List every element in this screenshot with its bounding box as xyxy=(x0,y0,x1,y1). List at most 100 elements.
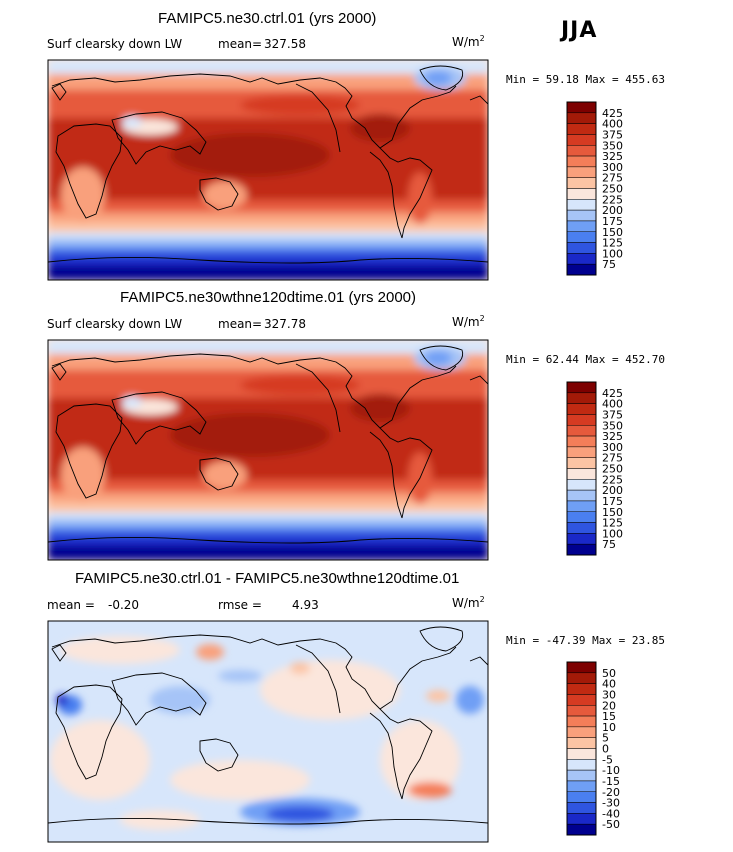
colorbar-tick-label: 300 xyxy=(602,441,623,454)
colorbar-tick-label: -10 xyxy=(602,764,620,777)
colorbar-segment xyxy=(566,705,597,717)
colorbar-tick-label: 150 xyxy=(602,226,623,239)
colorbar-segment xyxy=(566,533,597,545)
colorbar-tick-label: -50 xyxy=(602,818,620,831)
colorbar-segment xyxy=(566,769,597,782)
colorbar-segment xyxy=(566,457,597,469)
colorbar-segment xyxy=(566,199,597,211)
colorbar-segment xyxy=(566,759,597,771)
colorbar-tick-label: 250 xyxy=(602,463,623,476)
panel-3-rmse-label: rmse = xyxy=(218,598,262,612)
colorbar-segment xyxy=(566,145,597,157)
colorbar-tick-label: 175 xyxy=(602,495,623,508)
colorbar-segment xyxy=(566,543,597,556)
colorbar-segment xyxy=(566,414,597,426)
panel-3-title: FAMIPC5.ne30.ctrl.01 - FAMIPC5.ne30wthne… xyxy=(75,570,460,587)
colorbar-segment xyxy=(566,468,597,480)
panel-3-units-base: W/m xyxy=(452,596,480,610)
colorbar-tick-label: 325 xyxy=(602,150,623,163)
colorbar-tick-label: -40 xyxy=(602,807,620,820)
panel-1-units: W/m2 xyxy=(452,34,485,49)
panel-3-units-sup: 2 xyxy=(479,595,485,604)
colorbar-segment xyxy=(566,500,597,512)
colorbar-frame xyxy=(566,101,597,276)
colorbar-tick-label: 425 xyxy=(602,107,623,120)
colorbar-tick-label: -20 xyxy=(602,786,620,799)
panel-3-mean-label: mean = xyxy=(47,598,95,612)
colorbar-segment xyxy=(566,101,597,114)
colorbar-segment xyxy=(566,134,597,146)
panel-1-mean-label: mean= xyxy=(218,37,263,51)
colorbar-segment xyxy=(566,802,597,814)
panel-2-units-base: W/m xyxy=(452,315,480,329)
colorbar-segment xyxy=(566,123,597,135)
colorbar-segment xyxy=(566,522,597,534)
panel-2-units-sup: 2 xyxy=(479,314,485,323)
panel-1-mean-value: 327.58 xyxy=(264,37,306,51)
colorbar-tick-label: 200 xyxy=(602,204,623,217)
panel-1-title: FAMIPC5.ne30.ctrl.01 (yrs 2000) xyxy=(158,10,377,27)
colorbar-tick-label: 350 xyxy=(602,419,623,432)
colorbar-tick-label: 250 xyxy=(602,183,623,196)
colorbar-segment xyxy=(566,155,597,168)
panel-2-minmax: Min = 62.44 Max = 452.70 xyxy=(506,353,665,366)
panel-3-mean-value: -0.20 xyxy=(108,598,140,612)
colorbar-tick-label: 300 xyxy=(602,161,623,174)
colorbar-tick-label: 400 xyxy=(602,398,623,411)
colorbar-tick-label: 425 xyxy=(602,387,623,400)
colorbar-segment xyxy=(566,263,597,276)
colorbar-tick-label: 125 xyxy=(602,237,623,250)
colorbar-segment xyxy=(566,435,597,448)
colorbar-segment xyxy=(566,672,597,684)
colorbar-segment xyxy=(566,177,597,189)
colorbar-segment xyxy=(566,661,597,674)
panel-2-title: FAMIPC5.ne30wthne120dtime.01 (yrs 2000) xyxy=(120,289,416,306)
panel-3-frame xyxy=(47,620,489,843)
colorbar-tick-label: 0 xyxy=(602,743,609,756)
panel-1-units-base: W/m xyxy=(452,35,480,49)
season-label: JJA xyxy=(561,18,598,43)
panel-1-minmax: Min = 59.18 Max = 455.63 xyxy=(506,73,665,86)
panel-2-frame xyxy=(47,339,489,561)
colorbar-tick-label: 15 xyxy=(602,710,616,723)
colorbar-segment xyxy=(566,188,597,200)
colorbar-segment xyxy=(566,425,597,437)
colorbar-frame xyxy=(566,661,597,836)
colorbar-tick-label: 325 xyxy=(602,430,623,443)
panel-3-minmax: Min = -47.39 Max = 23.85 xyxy=(506,634,665,647)
colorbar-tick-label: 40 xyxy=(602,678,616,691)
colorbar-tick-label: 30 xyxy=(602,688,616,701)
colorbar-tick-label: -15 xyxy=(602,775,620,788)
colorbar-tick-label: 100 xyxy=(602,247,623,260)
colorbar-tick-label: -30 xyxy=(602,797,620,810)
colorbar-tick-label: 125 xyxy=(602,517,623,530)
colorbar-tick-label: 350 xyxy=(602,139,623,152)
colorbar-tick-label: 225 xyxy=(602,193,623,206)
colorbar-segment xyxy=(566,715,597,728)
panel-3-units: W/m2 xyxy=(452,595,485,610)
colorbar-segment xyxy=(566,780,597,792)
colorbar-tick-label: 75 xyxy=(602,258,616,271)
colorbar-segment xyxy=(566,823,597,836)
colorbar-frame xyxy=(566,381,597,556)
panel-2-colorbar: 7510012515017520022525027530032535037540… xyxy=(566,381,623,556)
colorbar-segment xyxy=(566,392,597,404)
panel-2-mean-value: 327.78 xyxy=(264,317,306,331)
colorbar-tick-label: 400 xyxy=(602,118,623,131)
colorbar-segment xyxy=(566,694,597,706)
colorbar-tick-label: 375 xyxy=(602,408,623,421)
panel-3-rmse-value: 4.93 xyxy=(292,598,319,612)
colorbar-segment xyxy=(566,220,597,232)
colorbar-segment xyxy=(566,726,597,738)
colorbar-tick-label: 100 xyxy=(602,527,623,540)
colorbar-tick-label: 275 xyxy=(602,172,623,185)
colorbar-segment xyxy=(566,683,597,695)
panel-2-map xyxy=(48,340,488,560)
colorbar-tick-label: 75 xyxy=(602,538,616,551)
panel-1-map xyxy=(48,60,488,280)
panel-2-variable: Surf clearsky down LW xyxy=(47,317,183,331)
colorbar-segment xyxy=(566,737,597,749)
colorbar-segment xyxy=(566,479,597,491)
panel-1-units-sup: 2 xyxy=(479,34,485,43)
